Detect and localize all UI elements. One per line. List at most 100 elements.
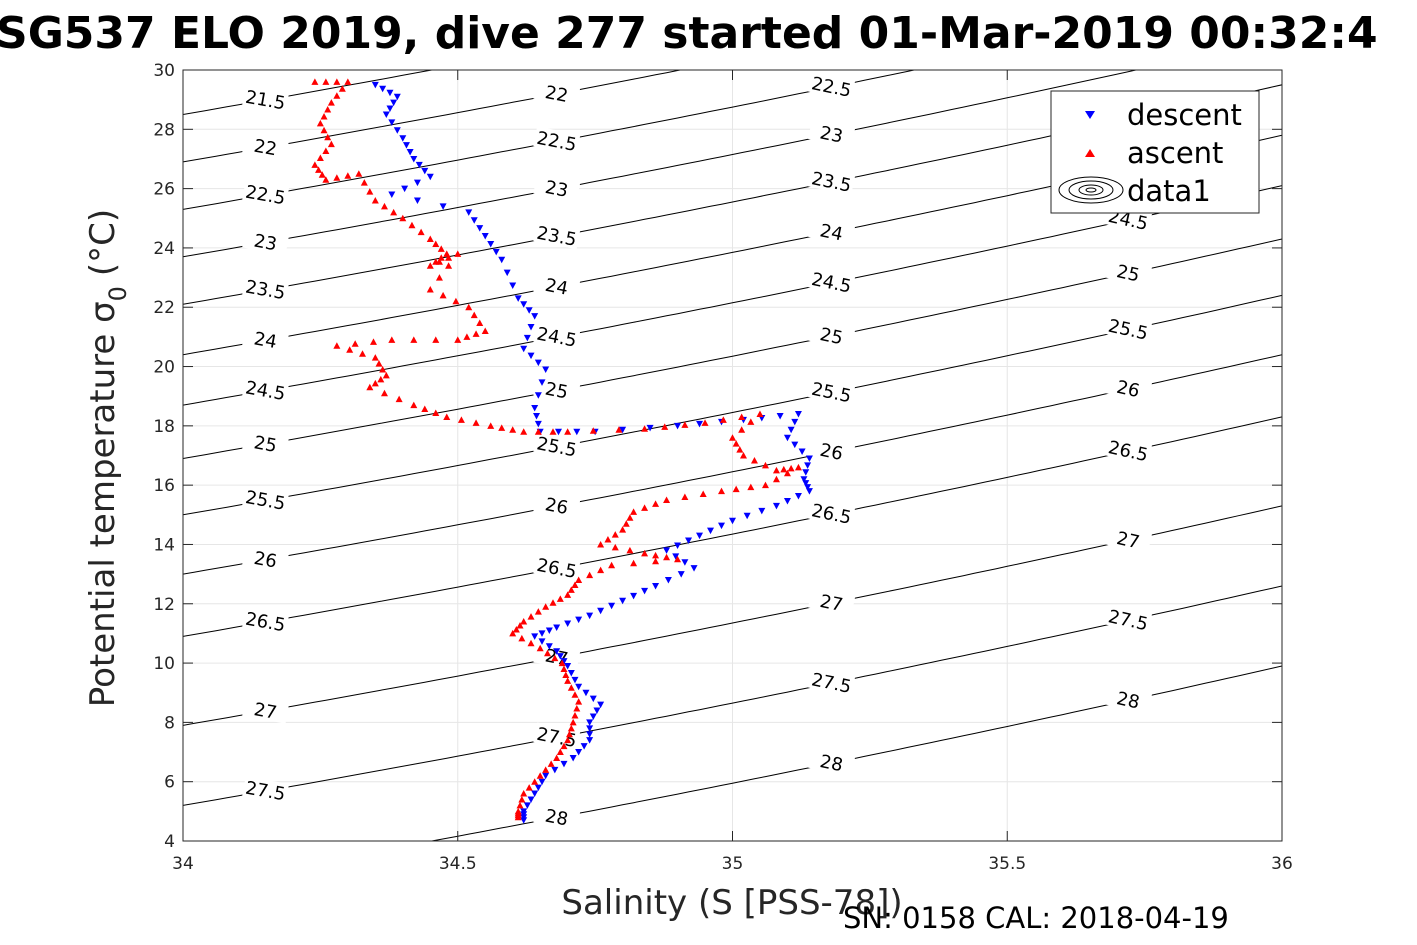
ascent-point bbox=[560, 742, 568, 750]
descent-point bbox=[533, 412, 541, 420]
y-tick-label: 28 bbox=[153, 120, 175, 140]
contour-label: 27 bbox=[818, 591, 845, 616]
ascent-point bbox=[432, 409, 440, 416]
ascent-point bbox=[457, 416, 465, 423]
x-tick-label: 36 bbox=[1271, 854, 1293, 874]
contour-label: 22 bbox=[543, 82, 569, 107]
descent-point bbox=[390, 99, 398, 107]
descent-point bbox=[439, 203, 447, 210]
ascent-point bbox=[426, 285, 434, 293]
y-tick-label: 10 bbox=[153, 654, 175, 674]
contour-label-bg bbox=[808, 267, 856, 297]
descent-point bbox=[413, 197, 421, 204]
y-tick-label: 16 bbox=[153, 476, 175, 496]
ascent-point bbox=[410, 336, 418, 343]
descent-point bbox=[652, 582, 660, 590]
descent-point bbox=[804, 484, 812, 491]
ascent-point bbox=[567, 586, 575, 593]
legend-data1-label: data1 bbox=[1127, 174, 1211, 208]
contour-label: 23 bbox=[252, 231, 278, 256]
ascent-point bbox=[787, 464, 795, 472]
ascent-point bbox=[333, 342, 341, 349]
ascent-point bbox=[553, 754, 561, 761]
ascent-point bbox=[732, 485, 740, 493]
ascent-point bbox=[558, 659, 566, 667]
ascent-point bbox=[549, 599, 557, 606]
descent-point bbox=[498, 256, 506, 264]
descent-point bbox=[794, 410, 802, 418]
ascent-point bbox=[567, 724, 575, 732]
ascent-point bbox=[366, 383, 374, 391]
ascent-point bbox=[435, 274, 443, 281]
ascent-point bbox=[567, 684, 575, 691]
ascent-point bbox=[551, 654, 559, 662]
contour-label: 28 bbox=[818, 751, 845, 776]
ascent-point bbox=[439, 291, 447, 299]
ascent-point bbox=[324, 133, 332, 141]
isopycnal-26 bbox=[183, 354, 1282, 575]
descent-point bbox=[531, 313, 539, 320]
descent-point bbox=[593, 707, 601, 715]
ascent-point bbox=[569, 718, 577, 726]
descent-point bbox=[580, 743, 588, 750]
descent-point bbox=[545, 627, 553, 634]
ascent-point bbox=[388, 336, 396, 343]
descent-point bbox=[783, 497, 791, 505]
contour-label-bg bbox=[242, 429, 290, 457]
contour-label-bg bbox=[808, 587, 856, 617]
ascent-point bbox=[571, 711, 579, 719]
axis-ticks: 34 34.5 35 35.5 36 4 6 8 10 12 14 16 18 20 22 24 26 28 30 bbox=[153, 61, 1292, 874]
contour-label-bg bbox=[1104, 684, 1152, 714]
contour-labels: 21.5222222.522.522.523232323.523.523.523… bbox=[242, 71, 1152, 831]
descent-point bbox=[677, 571, 685, 578]
ascent-point bbox=[738, 426, 746, 433]
ascent-point bbox=[772, 475, 780, 483]
descent-point bbox=[527, 796, 535, 803]
descent-point bbox=[802, 480, 810, 487]
ascent-point bbox=[366, 188, 374, 195]
ascent-point bbox=[663, 553, 671, 561]
descent-point bbox=[802, 469, 810, 476]
contour-label: 26 bbox=[818, 440, 845, 465]
descent-point bbox=[503, 269, 511, 277]
ascent-point bbox=[512, 625, 520, 633]
descent-point bbox=[597, 701, 605, 709]
descent-point bbox=[707, 527, 715, 535]
ascent-point bbox=[465, 303, 473, 311]
descent-point bbox=[569, 754, 577, 762]
descent-point bbox=[534, 420, 542, 428]
ascent-point bbox=[560, 665, 568, 673]
descent-point bbox=[674, 542, 682, 549]
contour-label-bg bbox=[808, 217, 856, 246]
ascent-point bbox=[564, 591, 572, 598]
descent-point bbox=[573, 428, 581, 436]
descent-point bbox=[589, 713, 597, 720]
legend-ascent-label: ascent bbox=[1127, 136, 1223, 170]
descent-point bbox=[514, 295, 522, 302]
descent-point bbox=[575, 683, 583, 691]
descent-point bbox=[685, 537, 693, 545]
descent-point bbox=[481, 233, 489, 240]
contour-label-bg bbox=[242, 180, 290, 208]
descent-point bbox=[525, 307, 533, 314]
descent-point bbox=[641, 587, 649, 595]
isopycnal-21.5 bbox=[183, 70, 435, 115]
descent-point bbox=[597, 607, 605, 615]
contour-label-bg bbox=[242, 607, 290, 635]
descent-point bbox=[690, 565, 698, 572]
descent-point bbox=[492, 248, 500, 256]
descent-point bbox=[470, 217, 478, 224]
ascent-point bbox=[380, 389, 388, 397]
descent-point bbox=[567, 669, 575, 677]
ascent-point bbox=[641, 425, 649, 432]
ascent-point bbox=[718, 487, 726, 495]
descent-point bbox=[794, 493, 802, 500]
ascent-point bbox=[509, 629, 517, 637]
descent-point bbox=[663, 547, 671, 554]
ascent-point bbox=[476, 319, 484, 327]
ascent-point bbox=[597, 566, 605, 574]
contour-label-bg bbox=[1104, 435, 1152, 465]
descent-point bbox=[674, 422, 682, 430]
ascent-point bbox=[729, 434, 736, 441]
